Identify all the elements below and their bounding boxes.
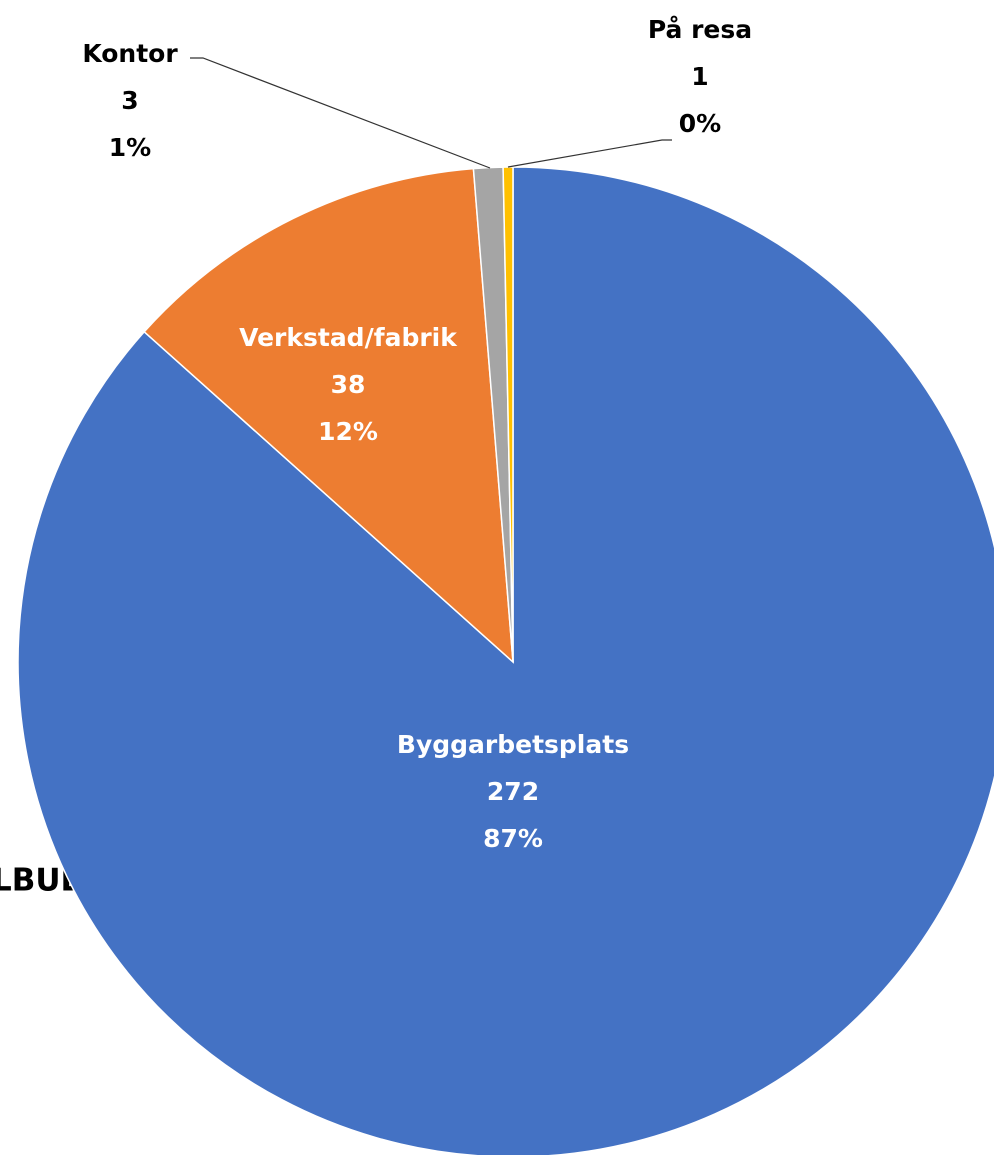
data-label-value: 1 <box>691 62 708 91</box>
data-label-name: På resa <box>648 15 752 44</box>
data-label-percent: 1% <box>109 133 151 162</box>
data-label-value: 3 <box>121 86 138 115</box>
pie-slice <box>143 167 514 664</box>
leader-line <box>190 57 491 169</box>
data-label-percent: 87% <box>483 824 543 853</box>
data-label-percent: 12% <box>318 417 378 446</box>
data-label-name: Byggarbetsplats <box>397 730 629 759</box>
data-label-value: 38 <box>331 370 366 399</box>
leader-line <box>507 139 672 168</box>
data-label-name: Kontor <box>82 39 178 68</box>
data-label-percent: 0% <box>679 109 721 138</box>
pie-slice <box>17 166 994 1155</box>
data-label-name: Verkstad/fabrik <box>239 323 458 352</box>
data-label-value: 272 <box>487 777 539 806</box>
